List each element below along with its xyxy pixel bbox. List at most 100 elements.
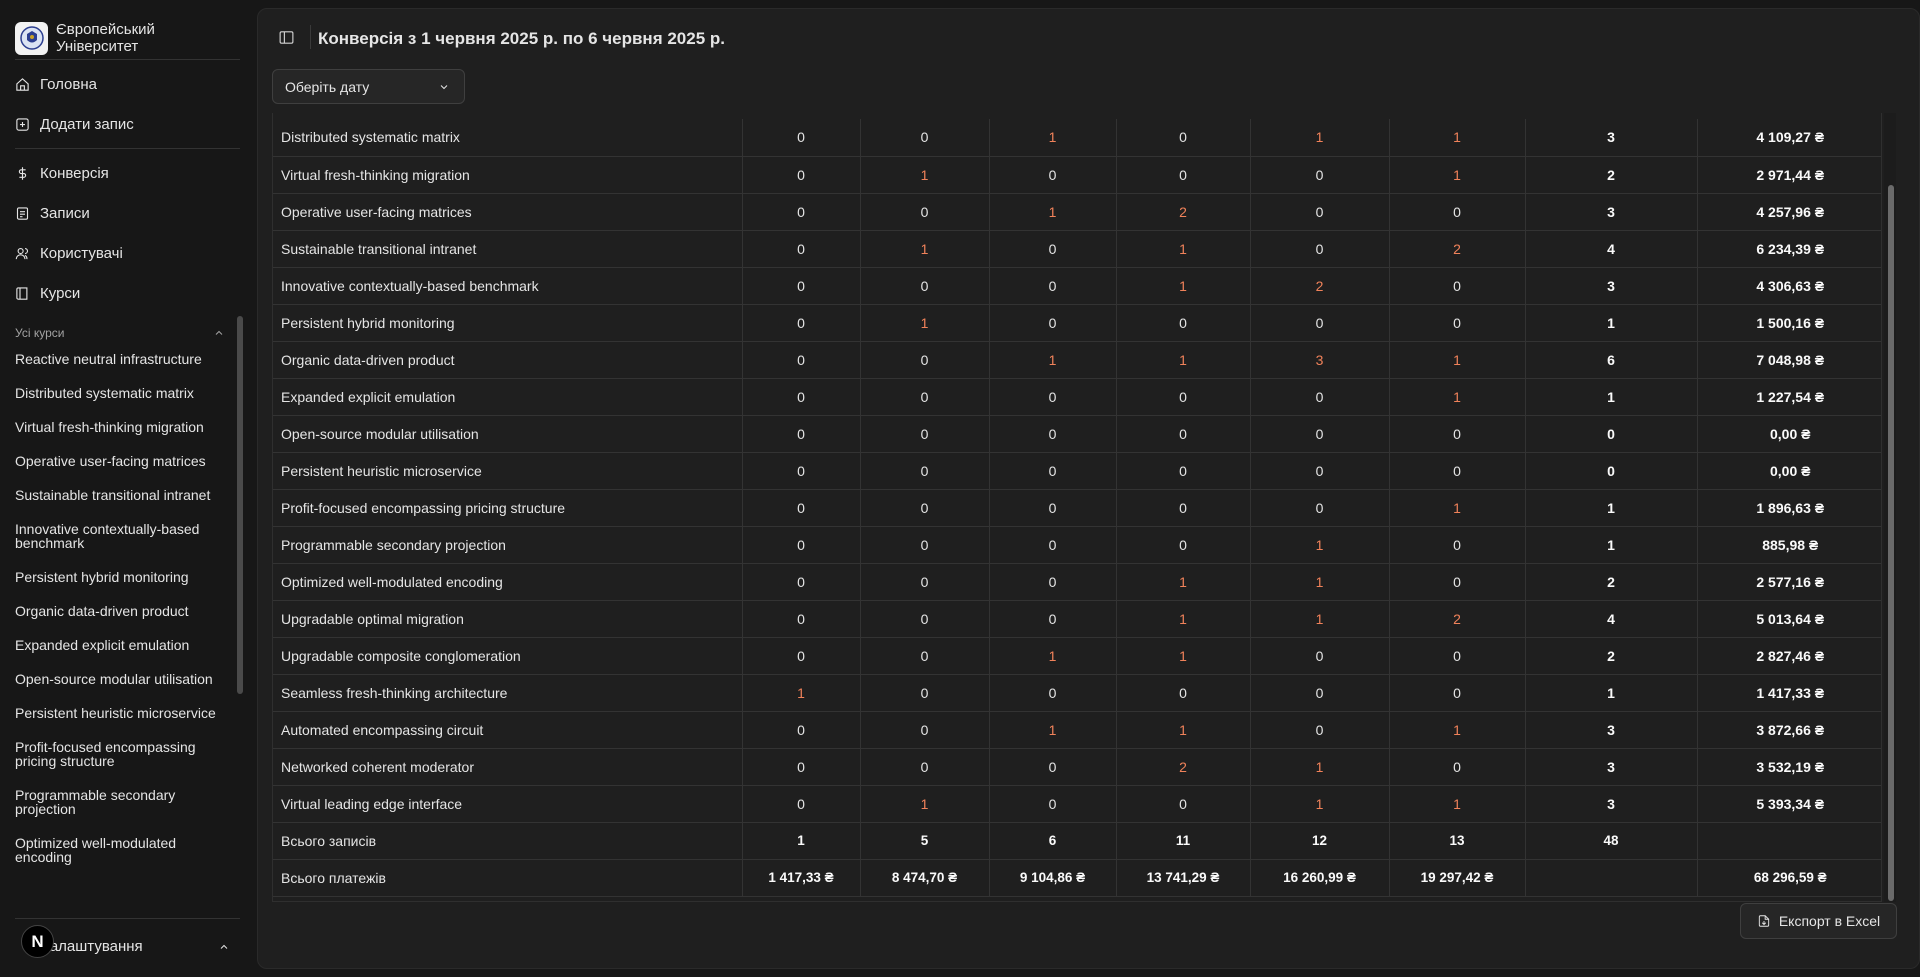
count-cell: 0	[989, 378, 1117, 416]
count-cell: 0	[742, 415, 861, 453]
count-cell: 1	[1116, 563, 1251, 601]
count-cell: 0	[1250, 415, 1390, 453]
count-cell: 0	[860, 193, 990, 231]
count-cell: 0	[742, 341, 861, 379]
nav-conversion[interactable]: Конверсія	[15, 159, 240, 187]
course-item[interactable]: Reactive neutral infrastructure	[15, 352, 202, 367]
course-item[interactable]: Sustainable transitional intranet	[15, 487, 211, 503]
table-row[interactable]: Programmable secondary projection 0 0 0 0 1 0 1…	[273, 526, 1881, 564]
count-cell: 0	[1250, 193, 1390, 231]
course-item[interactable]: Expanded explicit emulation	[15, 637, 190, 653]
course-item[interactable]: Virtual fresh-thinking migration	[15, 419, 204, 435]
count-cell: 0	[742, 156, 861, 194]
settings-menu[interactable]: Налаштування	[15, 918, 240, 974]
totals-count-cell: 48	[1525, 822, 1698, 860]
row-sum-cell: 2 971,44 ₴	[1697, 156, 1881, 194]
nav-label: Головна	[40, 75, 97, 93]
count-cell: 0	[1250, 489, 1390, 527]
count-cell: 1	[989, 193, 1117, 231]
table-row[interactable]: Operative user-facing matrices 0 0 1 2 0 0 3 4 2…	[273, 193, 1881, 231]
table-row[interactable]: Persistent heuristic microservice 0 0 0 0 0 0 0…	[273, 452, 1881, 490]
course-name-cell: Open-source modular utilisation	[273, 415, 743, 453]
course-item[interactable]: Profit-focused encompassing pricing stru…	[15, 739, 196, 769]
sidebar-toggle-button[interactable]	[278, 29, 295, 46]
count-cell: 0	[860, 711, 990, 749]
table-row[interactable]: Automated encompassing circuit 0 0 1 1 0 1 3 3 8…	[273, 711, 1881, 749]
totals-cell: 6	[989, 822, 1117, 860]
table-row[interactable]: Profit-focused encompassing pricing stru…	[273, 489, 1881, 527]
row-total-cell: 3	[1525, 193, 1698, 231]
count-cell: 0	[989, 748, 1117, 786]
course-item[interactable]: Optimized well-modulated encoding	[15, 835, 177, 865]
course-item[interactable]: Innovative contextually-based benchmark	[15, 521, 200, 551]
count-cell: 0	[742, 378, 861, 416]
nav-home[interactable]: Головна	[15, 70, 240, 98]
date-picker-placeholder: Оберіть дату	[285, 78, 370, 95]
courses-group-header[interactable]: Усі курси	[15, 325, 225, 341]
table-row[interactable]: Seamless fresh-thinking architecture 1 0 0 0…	[273, 674, 1881, 712]
sidebar-scrollbar[interactable]	[237, 316, 243, 694]
count-cell: 0	[860, 378, 990, 416]
count-cell: 1	[989, 119, 1117, 157]
table-row[interactable]: Distributed systematic matrix 0 0 1 0 1 1 3 4 10…	[273, 119, 1881, 157]
row-sum-cell: 1 417,33 ₴	[1697, 674, 1881, 712]
count-cell: 0	[742, 119, 861, 157]
table-row[interactable]: Virtual fresh-thinking migration 0 1 0 0 0 1 2 2…	[273, 156, 1881, 194]
count-cell: 0	[1389, 674, 1526, 712]
nav-add-record[interactable]: Додати запис	[15, 110, 240, 138]
brand[interactable]: Європейський Університет	[15, 16, 240, 60]
table-row[interactable]: Optimized well-modulated encoding 0 0 0 1 1 0 2…	[273, 563, 1881, 601]
course-name-cell: Virtual leading edge interface	[273, 785, 743, 823]
page-title: Конверсія з 1 червня 2025 р. по 6 червня…	[318, 29, 725, 48]
count-cell: 0	[1116, 526, 1251, 564]
course-item[interactable]: Open-source modular utilisation	[15, 671, 213, 687]
table-row[interactable]: Organic data-driven product 0 0 1 1 3 1 6 7 048,…	[273, 341, 1881, 379]
totals-count-cell	[1525, 859, 1698, 897]
count-cell: 1	[1389, 156, 1526, 194]
dev-badge[interactable]: N	[21, 925, 54, 958]
course-item[interactable]: Persistent heuristic microservice	[15, 705, 216, 721]
nav-courses[interactable]: Курси	[15, 279, 240, 307]
conversion-table[interactable]: Distributed systematic matrix 0 0 1 0 1 1 3 4 10…	[272, 113, 1882, 902]
row-sum-cell: 6 234,39 ₴	[1697, 230, 1881, 268]
course-item[interactable]: Organic data-driven product	[15, 603, 189, 619]
table-row[interactable]: Upgradable optimal migration 0 0 0 1 1 2 4 5 013…	[273, 600, 1881, 638]
course-item[interactable]: Persistent hybrid monitoring	[15, 569, 189, 585]
table-row[interactable]: Networked coherent moderator 0 0 0 2 1 0 3 3 532…	[273, 748, 1881, 786]
table-row[interactable]: Sustainable transitional intranet 0 1 0 1 0 2 4…	[273, 230, 1881, 268]
nav-users[interactable]: Користувачі	[15, 239, 240, 267]
courses-group-label: Усі курси	[15, 326, 65, 340]
nav-label: Користувачі	[40, 244, 123, 262]
row-total-cell: 3	[1525, 711, 1698, 749]
course-name-cell: Upgradable optimal migration	[273, 600, 743, 638]
count-cell: 2	[1116, 748, 1251, 786]
table-row[interactable]: Open-source modular utilisation 0 0 0 0 0 0 0 0,…	[273, 415, 1881, 453]
table-row[interactable]: Persistent hybrid monitoring 0 1 0 0 0 0 1 1 500…	[273, 304, 1881, 342]
settings-label: Налаштування	[39, 938, 143, 955]
course-name-cell: Innovative contextually-based benchmark	[273, 267, 743, 305]
count-cell: 0	[1250, 674, 1390, 712]
nav-records[interactable]: Записи	[15, 199, 240, 227]
count-cell: 0	[1250, 637, 1390, 675]
course-item[interactable]: Distributed systematic matrix	[15, 385, 194, 401]
row-sum-cell: 5 013,64 ₴	[1697, 600, 1881, 638]
count-cell: 1	[1116, 637, 1251, 675]
table-row[interactable]: Expanded explicit emulation 0 0 0 0 0 1 1 1 227,…	[273, 378, 1881, 416]
table-scrollbar[interactable]	[1888, 185, 1894, 901]
count-cell: 0	[1389, 748, 1526, 786]
count-cell: 0	[1389, 267, 1526, 305]
course-item[interactable]: Programmable secondary projection	[15, 787, 176, 817]
row-total-cell: 4	[1525, 230, 1698, 268]
table-row[interactable]: Upgradable composite conglomeration 0 0 1 1 0…	[273, 637, 1881, 675]
count-cell: 1	[860, 156, 990, 194]
row-sum-cell: 1 500,16 ₴	[1697, 304, 1881, 342]
count-cell: 0	[1250, 378, 1390, 416]
totals-cell: 1 417,33 ₴	[742, 859, 861, 897]
export-excel-button[interactable]: Експорт в Excel	[1740, 903, 1897, 939]
table-row[interactable]: Innovative contextually-based benchmark 0…	[273, 267, 1881, 305]
count-cell: 2	[1389, 600, 1526, 638]
row-sum-cell: 1 227,54 ₴	[1697, 378, 1881, 416]
date-picker[interactable]: Оберіть дату	[272, 69, 465, 104]
course-item[interactable]: Operative user-facing matrices	[15, 453, 206, 469]
table-row[interactable]: Virtual leading edge interface 0 1 0 0 1 1 3 5 3…	[273, 785, 1881, 823]
